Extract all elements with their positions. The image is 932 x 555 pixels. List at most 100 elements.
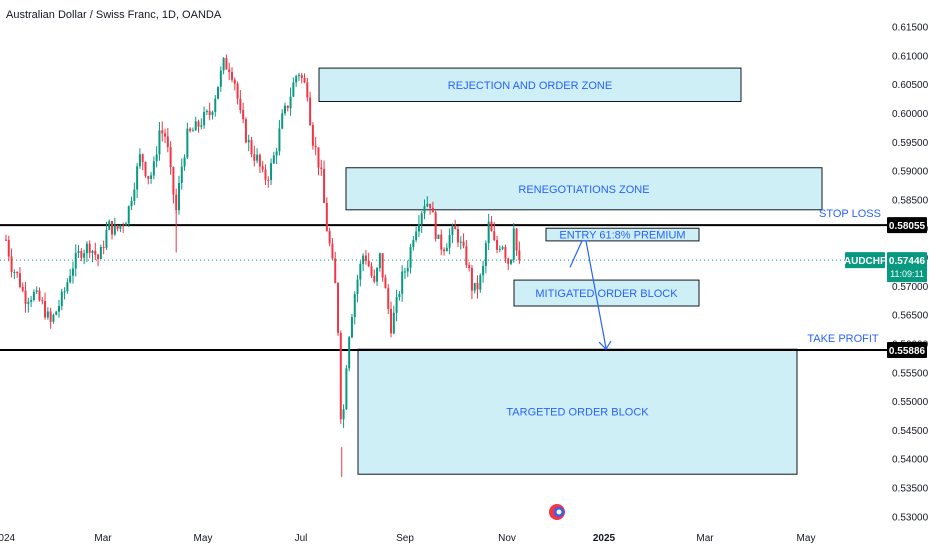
candle-body bbox=[166, 136, 169, 148]
candle-body bbox=[459, 241, 462, 243]
candle-body bbox=[21, 286, 24, 291]
candle-body bbox=[230, 72, 233, 80]
rejection-zone bbox=[318, 67, 742, 102]
candle-body bbox=[412, 240, 415, 248]
price-tick-label: 0.61500 bbox=[892, 23, 929, 34]
candle-body bbox=[501, 247, 504, 249]
candle-body bbox=[278, 128, 281, 152]
candle-body bbox=[359, 264, 362, 280]
candle-body bbox=[325, 202, 328, 232]
candle-body bbox=[456, 229, 459, 243]
candle-body bbox=[46, 311, 49, 318]
candle-body bbox=[191, 130, 194, 132]
candle-body bbox=[30, 300, 33, 302]
candle-body bbox=[373, 275, 376, 282]
candle-body bbox=[258, 154, 261, 167]
candle-body bbox=[376, 268, 379, 282]
time-tick-label: Nov bbox=[498, 533, 516, 544]
candle-body bbox=[24, 290, 27, 304]
price-badges: 0.58055 0.55886 AUDCHF 0.57446 11:09:11 bbox=[844, 217, 927, 359]
candle-body bbox=[420, 213, 423, 225]
entry-arrow bbox=[569, 240, 588, 268]
time-tick-label: Jul bbox=[295, 533, 308, 544]
candle-body bbox=[470, 267, 473, 291]
candle-body bbox=[208, 110, 211, 115]
rejection-zone-label: REJECTION AND ORDER ZONE bbox=[448, 80, 612, 92]
candle-body bbox=[69, 275, 72, 283]
candle-body bbox=[222, 58, 225, 71]
price-tick-label: 0.59000 bbox=[892, 167, 929, 178]
candle-body bbox=[292, 82, 295, 97]
candle-body bbox=[71, 268, 74, 276]
candle-body bbox=[136, 166, 139, 190]
candle-body bbox=[353, 294, 356, 317]
candle-body bbox=[242, 110, 245, 120]
price-tick-label: 0.55000 bbox=[892, 397, 929, 408]
candle-body bbox=[462, 241, 465, 247]
candles-layer bbox=[5, 54, 521, 478]
candle-body bbox=[507, 258, 510, 264]
price-tick-label: 0.54000 bbox=[892, 455, 929, 466]
candle-body bbox=[177, 183, 180, 211]
candle-body bbox=[515, 228, 518, 251]
price-tick-label: 0.56500 bbox=[892, 311, 929, 322]
time-tick-label: May bbox=[194, 533, 213, 544]
candle-body bbox=[406, 267, 409, 272]
candle-body bbox=[94, 250, 97, 255]
candle-body bbox=[281, 113, 284, 129]
candle-body bbox=[7, 239, 10, 257]
candle-body bbox=[468, 265, 471, 268]
candle-body bbox=[214, 98, 217, 113]
candle-body bbox=[55, 311, 58, 315]
candle-body bbox=[479, 275, 482, 290]
candle-body bbox=[180, 166, 183, 184]
candle-body bbox=[451, 226, 454, 235]
time-tick-label: 2025 bbox=[593, 533, 616, 544]
take-profit-label: TAKE PROFIT bbox=[807, 333, 879, 345]
candle-body bbox=[493, 231, 496, 241]
candle-body bbox=[236, 83, 239, 99]
tradingview-logo-icon bbox=[549, 504, 565, 520]
candle-body bbox=[473, 282, 476, 291]
candle-body bbox=[370, 266, 373, 276]
take-profit-price-text: 0.55886 bbox=[889, 346, 926, 357]
candle-body bbox=[116, 225, 119, 229]
candle-body bbox=[348, 337, 351, 369]
zones-layer: REJECTION AND ORDER ZONE RENEGOTIATIONS Z… bbox=[318, 67, 823, 475]
candle-body bbox=[300, 74, 303, 78]
price-tick-label: 0.61000 bbox=[892, 51, 929, 62]
candle-body bbox=[417, 224, 420, 232]
candle-body bbox=[74, 252, 77, 269]
time-axis[interactable]: 2024 Mar May Jul Sep Nov 2025 Mar May bbox=[0, 533, 815, 544]
candle-body bbox=[272, 155, 275, 164]
candle-body bbox=[415, 231, 418, 241]
candle-body bbox=[130, 200, 133, 207]
candle-body bbox=[161, 130, 164, 134]
candle-body bbox=[183, 157, 186, 167]
candle-body bbox=[141, 154, 144, 163]
candle-body bbox=[384, 277, 387, 289]
candle-body bbox=[331, 243, 334, 259]
candle-body bbox=[66, 282, 69, 292]
price-tick-label: 0.53000 bbox=[892, 512, 929, 523]
candle-body bbox=[217, 86, 220, 99]
candle-body bbox=[172, 167, 175, 195]
candle-body bbox=[164, 133, 167, 137]
renegotiations-zone bbox=[345, 167, 823, 211]
candle-body bbox=[41, 300, 44, 302]
candle-body bbox=[323, 168, 326, 203]
candle-body bbox=[122, 225, 125, 227]
candle-body bbox=[228, 69, 231, 73]
candle-body bbox=[127, 206, 130, 224]
candle-body bbox=[194, 121, 197, 131]
candle-body bbox=[381, 253, 384, 278]
candle-body bbox=[102, 247, 105, 249]
candle-body bbox=[275, 151, 278, 156]
candle-body bbox=[239, 98, 242, 111]
candle-body bbox=[119, 225, 122, 229]
candle-body bbox=[144, 162, 147, 177]
candle-body bbox=[303, 77, 306, 83]
candle-body bbox=[35, 290, 38, 292]
time-tick-label: Mar bbox=[696, 533, 714, 544]
